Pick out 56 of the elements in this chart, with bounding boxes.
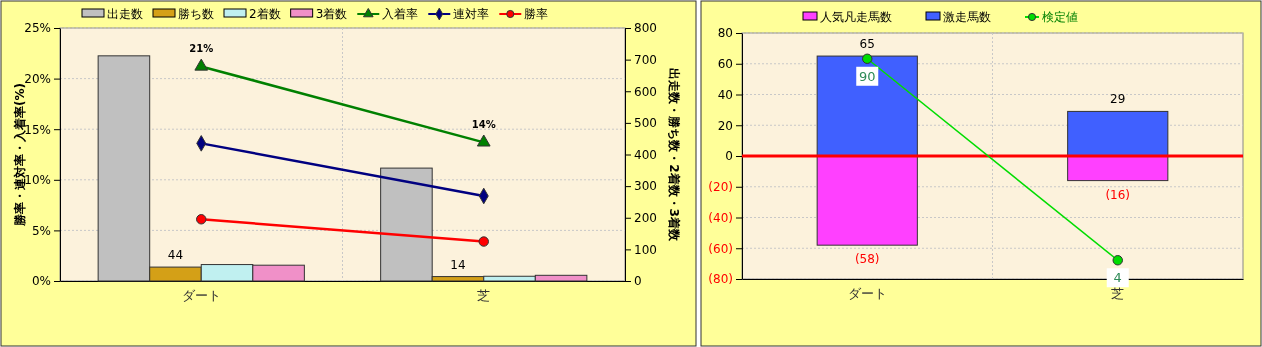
y-tick-label: 5% [31, 223, 51, 238]
y2-tick-label: 0 [634, 274, 642, 289]
legend-label: 人気凡走馬数 [820, 10, 892, 24]
data-label: 14 [450, 257, 466, 272]
y2-tick-label: 200 [634, 211, 657, 226]
y2-tick-label: 800 [634, 21, 657, 36]
y-tick-label: 20% [24, 71, 51, 86]
y2-tick-label: 100 [634, 242, 657, 257]
legend-label: 出走数 [107, 7, 143, 21]
y2-tick-label: 300 [634, 179, 657, 194]
y-tick-label: (40) [708, 210, 733, 225]
legend-label: 勝ち数 [178, 7, 214, 21]
bar [816, 155, 918, 246]
data-label: 21% [189, 43, 214, 55]
data-label: 90 [858, 68, 876, 84]
legend-label: 3着数 [315, 7, 348, 21]
y-tick-label: 15% [24, 122, 51, 137]
data-label: 44 [167, 248, 184, 263]
y2-axis-title: 出走数・勝ち数・2着数・3着数 [667, 68, 681, 242]
data-label: 4 [1113, 270, 1122, 286]
y-tick-label: 60 [717, 57, 733, 72]
legend-label: 2着数 [249, 7, 281, 21]
data-label: 14% [471, 119, 496, 131]
data-label: (58) [854, 252, 880, 267]
y2-tick-label: 500 [634, 116, 657, 131]
data-label: (16) [1105, 187, 1131, 202]
y-axis-title: 勝率・連対率・入着率(%) [13, 83, 27, 227]
bar [1067, 155, 1169, 182]
y2-tick-label: 700 [634, 52, 657, 67]
legend-label: 入着率 [382, 7, 419, 21]
y-tick-label: 0 [725, 149, 733, 164]
y-tick-label: 10% [24, 173, 51, 188]
legend-label: 勝率 [524, 7, 549, 21]
y-tick-label: (80) [708, 272, 733, 287]
point [478, 236, 489, 247]
data-label: 29 [1110, 92, 1126, 107]
y-tick-label: 40 [717, 87, 733, 102]
x-tick-label: ダート [847, 286, 887, 302]
y-tick-label: 80 [717, 26, 733, 41]
x-tick-label: 芝 [477, 288, 491, 304]
y-tick-label: (20) [708, 180, 733, 195]
legend-label: 連対率 [453, 7, 490, 21]
bar [1067, 110, 1169, 157]
legend-label: 激走馬数 [943, 10, 991, 24]
point [196, 214, 207, 225]
y-tick-label: 20 [717, 118, 733, 133]
legend-label: 検定値 [1042, 10, 1078, 24]
y2-tick-label: 600 [634, 84, 657, 99]
y-tick-label: (60) [708, 241, 733, 256]
y-tick-label: 25% [24, 21, 51, 36]
x-tick-label: ダート [181, 288, 221, 304]
y-tick-label: 0% [31, 274, 51, 289]
data-label: 65 [859, 37, 875, 52]
y2-tick-label: 400 [634, 147, 657, 162]
x-tick-label: 芝 [1111, 286, 1125, 302]
bar [816, 55, 918, 157]
